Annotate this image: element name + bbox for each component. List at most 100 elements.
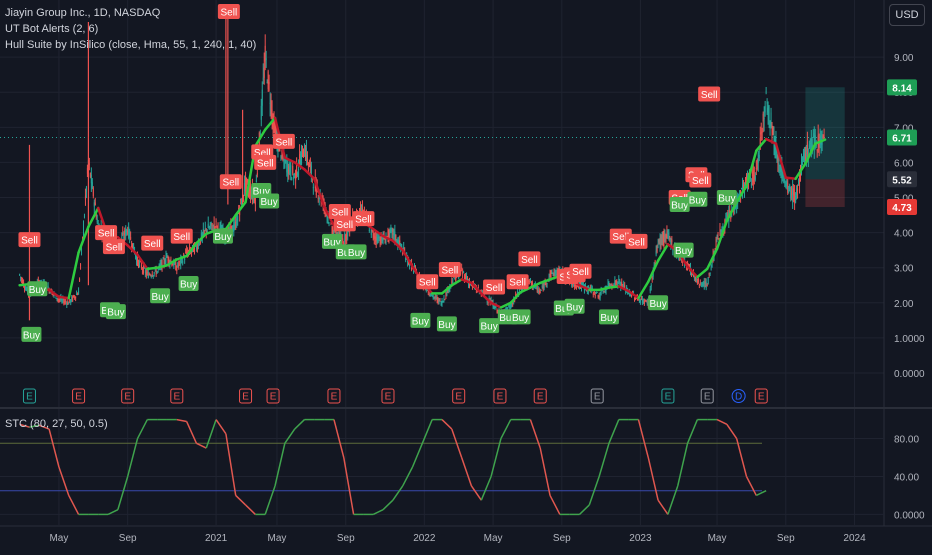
currency-button[interactable]: USD xyxy=(889,4,925,26)
candle-body xyxy=(217,223,219,227)
candle-body xyxy=(196,247,198,250)
candle-body xyxy=(710,268,712,270)
stc-line-segment xyxy=(392,485,404,501)
price-axis-tick: 1.0000 xyxy=(894,334,925,345)
stc-line-segment xyxy=(39,424,50,430)
earnings-marker: E xyxy=(239,388,253,404)
candle-body xyxy=(764,105,766,113)
earnings-marker-shape xyxy=(121,388,135,404)
candle-body xyxy=(286,163,288,173)
time-axis-tick: 2023 xyxy=(629,533,652,544)
candle-body xyxy=(662,236,664,242)
candle-body xyxy=(290,164,292,177)
symbol-title[interactable]: Jiayin Group Inc., 1D, NASDAQ xyxy=(5,7,161,19)
candle-body xyxy=(61,299,63,301)
candle-body xyxy=(127,230,129,234)
stc-indicator-label[interactable]: STC (80, 27, 50, 0.5) xyxy=(5,418,108,430)
candle-body xyxy=(800,162,802,171)
earnings-marker-letter: E xyxy=(594,392,601,403)
hull-line-segment xyxy=(126,244,139,257)
signal-label-text: Sell xyxy=(144,239,161,250)
sell-signal: Sell xyxy=(219,174,242,190)
stc-line-segment xyxy=(608,419,620,444)
hull-line-segment xyxy=(87,206,100,229)
indicator-hull-suite[interactable]: Hull Suite by InSilico (close, Hma, 55, … xyxy=(5,39,257,51)
signal-label-text: Buy xyxy=(718,194,735,205)
candle-body xyxy=(551,271,553,274)
stc-line-segment xyxy=(755,490,767,497)
signal-label-text: Sell xyxy=(332,208,349,219)
candle-body xyxy=(749,176,751,179)
candle-body xyxy=(795,195,797,203)
stc-line-segment xyxy=(529,419,541,449)
time-axis-tick: 2024 xyxy=(843,533,866,544)
price-axis-tick: 9.00 xyxy=(894,53,914,64)
candle-body xyxy=(645,300,647,302)
candle-body xyxy=(729,209,731,213)
price-axis-label: 6.71 xyxy=(892,133,912,144)
candle-body xyxy=(771,124,773,133)
stc-line-segment xyxy=(107,508,119,516)
candle-body xyxy=(702,281,704,287)
signal-label-text: Buy xyxy=(214,232,231,243)
hull-line-segment xyxy=(303,168,316,181)
candle-body xyxy=(141,268,143,270)
sell-signal: Sell xyxy=(217,4,240,20)
candle-body xyxy=(145,272,147,275)
candle-body xyxy=(602,292,604,294)
candle-body xyxy=(60,297,62,301)
candle-body xyxy=(368,230,370,232)
candle-body xyxy=(711,262,713,264)
earnings-marker-letter: E xyxy=(26,392,33,403)
price-axis-label-box xyxy=(887,79,917,96)
candle-body xyxy=(91,182,93,189)
candle-body xyxy=(595,291,597,294)
candle-body xyxy=(760,132,762,135)
candle-body xyxy=(608,284,610,288)
candle-body xyxy=(465,276,467,280)
candle-body xyxy=(254,197,256,205)
candle-body xyxy=(667,232,669,235)
candle-body xyxy=(294,173,296,175)
signal-label-box xyxy=(102,239,125,255)
candle-body xyxy=(270,99,272,115)
earnings-marker-letter: E xyxy=(270,392,277,403)
candle-body xyxy=(393,231,395,236)
candle-body xyxy=(799,175,801,187)
candle-body xyxy=(310,165,312,176)
candle-body xyxy=(817,135,819,144)
buy-signal: Buy xyxy=(346,244,367,260)
candle-body xyxy=(206,230,208,232)
candle-body xyxy=(451,280,453,286)
candle-body xyxy=(208,227,210,230)
time-axis-tick: 2021 xyxy=(205,533,228,544)
hull-line-segment xyxy=(460,278,473,285)
candle-body xyxy=(149,274,151,276)
candle-body xyxy=(236,218,238,227)
candle-body xyxy=(668,232,670,238)
candle-body xyxy=(303,156,305,158)
candle-body xyxy=(246,177,248,186)
candle-body xyxy=(809,143,811,145)
candle-body xyxy=(293,176,295,180)
candle-body xyxy=(268,81,270,85)
candle-body xyxy=(605,288,607,292)
hull-line-segment xyxy=(627,289,640,300)
candle-body xyxy=(805,146,807,157)
candle-body xyxy=(536,287,538,293)
candle-body xyxy=(195,245,197,249)
candle-body xyxy=(574,284,576,287)
candle-body xyxy=(192,245,194,248)
signal-label-text: Buy xyxy=(348,248,365,259)
hull-line-segment xyxy=(696,267,709,279)
earnings-marker-shape xyxy=(239,388,253,404)
stc-line-segment xyxy=(126,438,139,477)
stc-line-segment xyxy=(382,499,394,511)
candle-body xyxy=(756,159,758,169)
indicator-ut-bot[interactable]: UT Bot Alerts (2, 6) xyxy=(5,23,99,35)
signal-label-box xyxy=(328,204,351,220)
candle-body xyxy=(256,173,258,175)
candle-body xyxy=(262,77,264,81)
